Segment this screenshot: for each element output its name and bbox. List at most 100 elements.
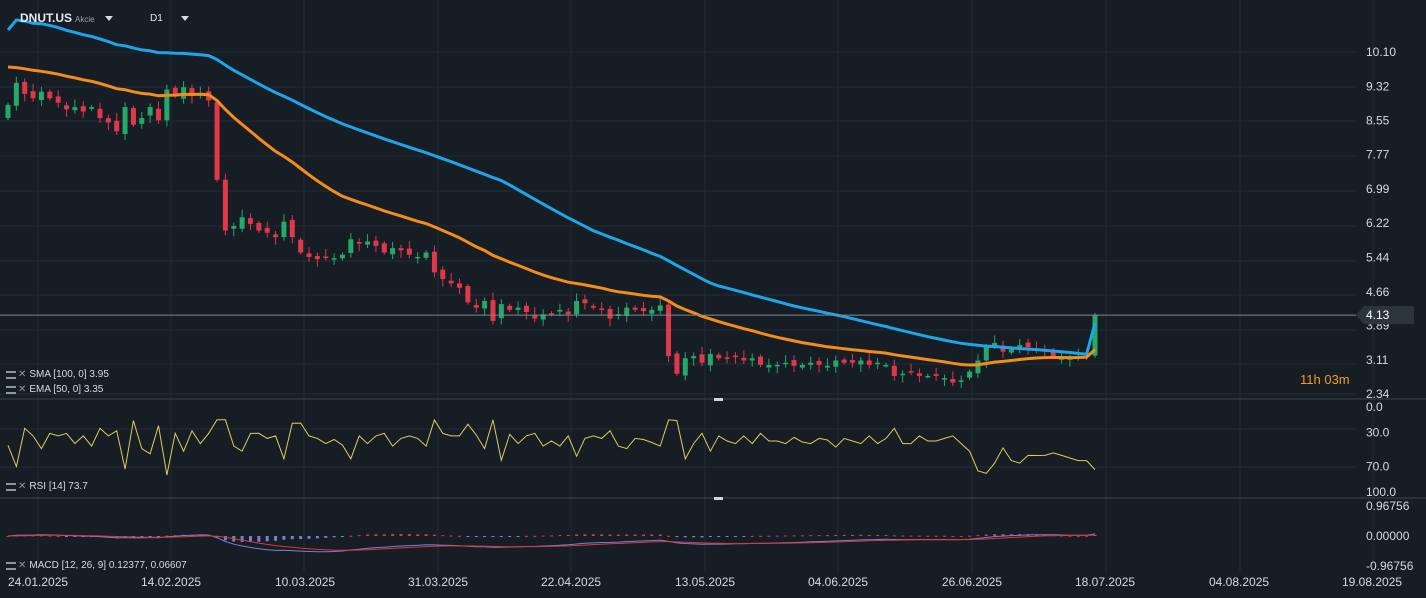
macd-bar xyxy=(466,536,470,537)
close-icon[interactable]: ✕ xyxy=(18,369,27,380)
macd-bar xyxy=(909,535,913,537)
x-tick-label: 18.07.2025 xyxy=(1075,575,1135,589)
candle-down xyxy=(908,371,914,373)
candle-up xyxy=(657,305,663,311)
candle-down xyxy=(264,227,270,233)
macd-bar xyxy=(809,535,813,537)
candle-countdown: 11h 03m xyxy=(1300,372,1350,387)
ema-line xyxy=(7,65,1097,367)
ema-legend[interactable]: ✕ EMA [50, 0] 3.35 xyxy=(6,384,103,395)
macd-bar xyxy=(391,534,395,536)
candle-up xyxy=(783,362,789,365)
macd-bar xyxy=(984,534,988,536)
macd-bar xyxy=(366,534,370,536)
rsi-tick-label: 70.0 xyxy=(1366,460,1390,474)
macd-bar xyxy=(942,535,946,537)
macd-bar xyxy=(215,536,219,538)
candle-down xyxy=(431,251,437,273)
macd-bar xyxy=(968,535,972,537)
settings-icon[interactable] xyxy=(6,561,16,570)
candle-up xyxy=(691,356,697,359)
macd-tick-label: 0.96756 xyxy=(1366,499,1410,513)
candle-down xyxy=(457,283,463,288)
candle-down xyxy=(130,107,136,125)
candle-up xyxy=(649,309,655,314)
candle-up xyxy=(281,221,287,238)
macd-bar xyxy=(399,534,403,536)
rsi-legend[interactable]: ✕ RSI [14] 73.7 xyxy=(6,481,88,492)
close-icon[interactable]: ✕ xyxy=(18,481,27,492)
macd-bar xyxy=(198,534,202,536)
close-icon[interactable]: ✕ xyxy=(18,560,27,571)
x-tick-label: 04.08.2025 xyxy=(1209,575,1269,589)
settings-icon[interactable] xyxy=(6,385,16,394)
y-tick-label: 7.77 xyxy=(1366,148,1390,162)
macd-bar xyxy=(56,535,60,537)
candle-down xyxy=(55,96,61,103)
candle-down xyxy=(47,91,53,99)
macd-bar xyxy=(407,534,411,536)
macd-bar xyxy=(867,534,871,536)
candle-up xyxy=(239,217,245,229)
candles xyxy=(5,76,1098,388)
candle-up xyxy=(682,358,688,376)
candle-up xyxy=(348,239,354,253)
settings-icon[interactable] xyxy=(6,370,16,379)
macd-bar xyxy=(148,536,152,537)
macd-bar xyxy=(616,534,620,536)
macd-bar xyxy=(541,535,545,537)
candle-up xyxy=(540,314,546,320)
macd-legend[interactable]: ✕ MACD [12, 26, 9] 0.12377, 0.06607 xyxy=(6,560,187,571)
macd-bar xyxy=(608,534,612,536)
macd-bar xyxy=(675,536,679,538)
macd-bar xyxy=(458,535,462,537)
macd-bar xyxy=(48,535,52,537)
sma-line xyxy=(6,18,1097,356)
candle-down xyxy=(189,88,195,97)
macd-bar xyxy=(382,534,386,536)
candle-down xyxy=(473,304,479,308)
macd-bar xyxy=(583,534,587,536)
close-icon[interactable]: ✕ xyxy=(18,384,27,395)
macd-bar xyxy=(508,536,512,537)
symbol-selector[interactable]: DNUT.US Akcie xyxy=(20,11,113,25)
candle-up xyxy=(231,226,237,229)
macd-bar xyxy=(600,534,604,536)
candle-up xyxy=(1059,358,1065,360)
candle-up xyxy=(975,360,981,374)
candle-down xyxy=(699,354,705,363)
candle-up xyxy=(824,365,830,368)
macd-bar xyxy=(892,535,896,537)
candle-up xyxy=(331,258,337,260)
sma-legend[interactable]: ✕ SMA [100, 0] 3.95 xyxy=(6,369,109,380)
macd-bar xyxy=(959,535,963,537)
candle-up xyxy=(925,375,931,378)
candle-down xyxy=(105,118,111,123)
candle-down xyxy=(398,248,404,251)
candle-up xyxy=(875,362,881,365)
candle-up xyxy=(707,353,713,366)
candle-up xyxy=(498,304,504,319)
macd-bar xyxy=(976,535,980,537)
x-tick-label: 22.04.2025 xyxy=(541,575,601,589)
macd-bar xyxy=(340,536,344,537)
macd-bar xyxy=(248,536,252,542)
candle-down xyxy=(590,305,596,308)
candle-down xyxy=(222,179,228,231)
rsi-tick-label: 30.0 xyxy=(1366,426,1390,440)
macd-bar xyxy=(658,534,662,536)
macd-bar xyxy=(282,536,286,540)
y-tick-label: 3.11 xyxy=(1366,353,1389,367)
settings-icon[interactable] xyxy=(6,482,16,491)
panel-resize-handle xyxy=(714,398,723,401)
timeframe-selector[interactable]: D1 xyxy=(150,13,189,24)
macd-bar xyxy=(483,536,487,537)
candle-up xyxy=(574,301,580,315)
signal-line xyxy=(7,534,1096,551)
y-tick-label: 6.99 xyxy=(1366,182,1390,196)
candle-up xyxy=(1017,345,1023,349)
macd-bar xyxy=(374,534,378,536)
candle-down xyxy=(114,120,120,132)
macd-bar xyxy=(449,535,453,537)
